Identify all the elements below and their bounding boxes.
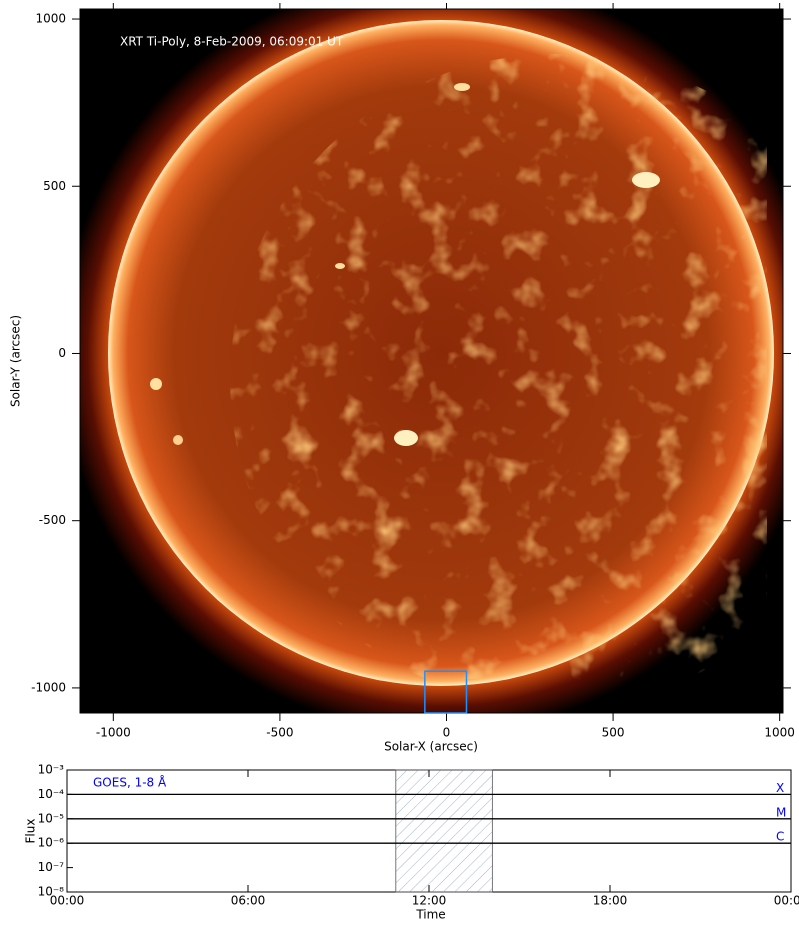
image-title: XRT Ti-Poly, 8-Feb-2009, 06:09:01 UT [120,35,344,49]
flare-class-label: X [776,781,784,795]
y-tick-label: 10⁻⁴ [38,787,65,801]
y-tick-label: -500 [39,513,66,527]
x-tick-label: 0 [443,726,451,740]
x-tick-label: 18:00 [593,894,628,908]
bright-region [150,378,162,390]
flare-class-label: M [776,805,786,819]
flare-class-label: C [776,830,784,844]
x-tick-label: 06:00 [231,894,266,908]
y-tick-label: 10⁻³ [38,763,65,777]
y-tick-label: 500 [43,179,66,193]
bright-region [394,430,418,446]
y-tick-label: 10⁻⁵ [38,811,65,825]
x-tick-label: 00:00 [774,894,799,908]
x-tick-label: -1000 [96,726,131,740]
x-tick-label: 00:00 [50,894,85,908]
x-tick-label: 500 [602,726,625,740]
region-box [424,670,468,714]
solar-image [80,9,783,713]
x-tick-label: -500 [266,726,293,740]
bright-region [454,83,470,91]
bright-region [173,435,183,445]
y-tick-label: 0 [58,346,66,360]
y-tick-label: 10⁻⁷ [38,860,65,874]
x-tick-label: 12:00 [412,894,447,908]
x-axis-label: Time [415,908,445,922]
bright-region [632,172,660,188]
bright-region [335,263,345,269]
x-axis-label: Solar-X (arcsec) [384,740,478,754]
y-axis-label: Flux [24,819,38,844]
x-tick-label: 1000 [764,726,795,740]
y-tick-label: 1000 [35,12,66,26]
y-axis-label: Solar-Y (arcsec) [9,315,23,407]
y-tick-label: 10⁻⁸ [38,885,65,899]
legend-label: GOES, 1-8 Å [93,775,167,790]
shaded-span [395,769,493,893]
y-tick-label: -1000 [31,680,66,694]
y-tick-label: 10⁻⁶ [38,836,65,850]
